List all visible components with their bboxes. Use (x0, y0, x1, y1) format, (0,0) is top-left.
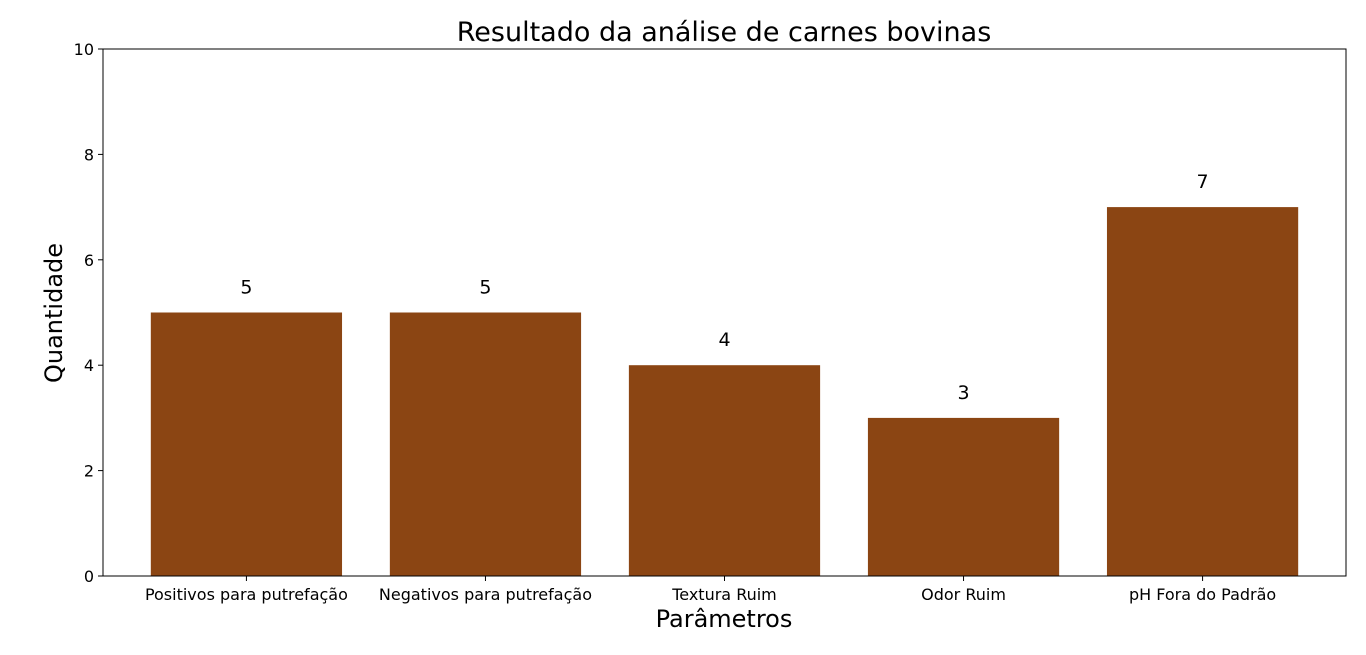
x-axis: Positivos para putrefação Negativos para … (145, 576, 1276, 604)
x-tick-label: Textura Ruim (671, 585, 777, 604)
bar-value-label: 5 (479, 277, 491, 299)
y-tick-label: 4 (84, 356, 94, 375)
bar (867, 417, 1060, 576)
y-tick-label: 6 (84, 251, 94, 270)
bar-value-label: 5 (240, 277, 252, 299)
y-tick-label: 2 (84, 462, 94, 481)
bars-layer (150, 207, 1299, 576)
x-tick-label: pH Fora do Padrão (1129, 585, 1276, 604)
chart-title: Resultado da análise de carnes bovinas (457, 17, 992, 48)
x-tick-label: Positivos para putrefação (145, 585, 348, 604)
y-axis: 0 2 4 6 8 10 (74, 40, 103, 586)
x-tick-label: Negativos para putrefação (379, 585, 592, 604)
bar (628, 365, 821, 576)
bar-value-label: 3 (957, 382, 969, 404)
y-axis-title: Quantidade (40, 243, 68, 383)
bar (150, 312, 343, 576)
x-axis-title: Parâmetros (656, 605, 793, 633)
data-labels-layer: 5 5 4 3 7 (240, 171, 1208, 404)
y-tick-label: 0 (84, 567, 94, 586)
bar (389, 312, 582, 576)
bar-value-label: 4 (718, 329, 730, 351)
bar (1106, 207, 1299, 576)
y-tick-label: 8 (84, 145, 94, 164)
y-tick-label: 10 (74, 40, 94, 59)
bar-value-label: 7 (1197, 171, 1209, 193)
x-tick-label: Odor Ruim (921, 585, 1006, 604)
